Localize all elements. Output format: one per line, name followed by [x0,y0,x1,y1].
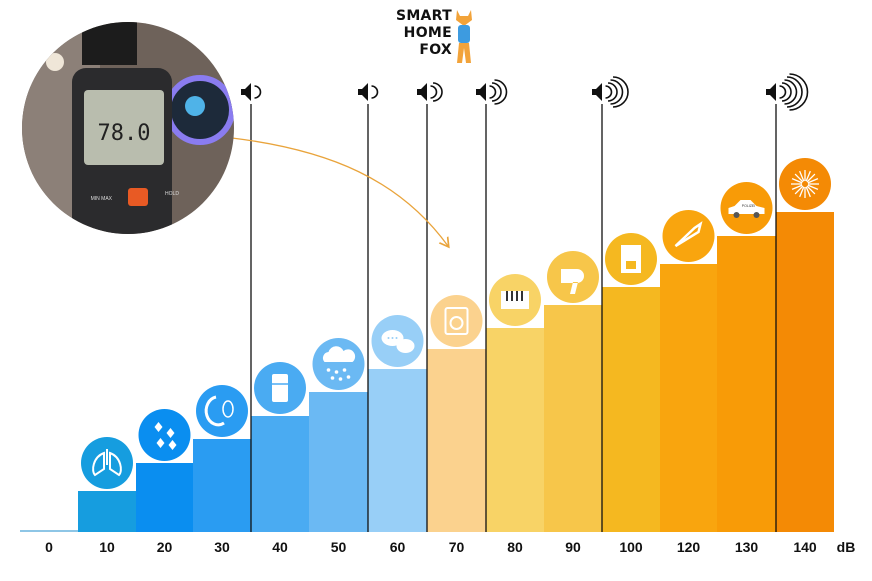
sound-meter-photo: 78.0 MIN MAX HOLD [22,22,234,234]
x-tick-label: 80 [507,539,523,555]
arrow-curve [231,137,448,246]
police-car-icon: POLIZEI [720,182,773,234]
icons-layer: POLIZEI [81,158,831,489]
piano-icon [489,274,541,326]
x-tick-label: 100 [619,539,643,555]
speaker-icon [417,82,443,102]
trumpet-icon [662,210,715,262]
x-tick-label: 50 [331,539,347,555]
unit-label: dB [837,539,856,555]
meter-minmax-label: MIN MAX [91,196,113,202]
speaker-icon [241,83,262,101]
speaker-icon [476,79,508,105]
fox-mascot-icon [456,10,472,63]
coffee-machine-icon [605,233,657,285]
smart-home-fox-logo: SMART HOME FOX [386,8,476,66]
x-tick-label: 20 [157,539,173,555]
chat-bubbles-icon [371,315,424,367]
x-tick-label: 140 [793,539,817,555]
fridge-icon [254,362,306,414]
meter-reading: 78.0 [98,121,151,146]
lungs-icon [81,437,133,489]
x-tick-label: 30 [214,539,230,555]
police-car-text: POLIZEI [742,204,755,208]
fireworks-icon [779,158,831,210]
bar-100db [602,287,660,532]
bar-40db [251,416,309,532]
whisper-icon [196,385,248,437]
bar-20db [136,463,193,532]
bar-10db [78,491,136,532]
bar-90db [544,305,602,532]
bar-0db [20,530,78,532]
x-tick-label: 40 [272,539,288,555]
bar-80db [486,328,544,532]
x-tick-label: 120 [677,539,701,555]
washing-machine-icon [430,295,483,347]
bar-130db [717,236,776,532]
leaves-icon [138,409,191,461]
logo-line-1: SMART [395,8,452,24]
bar-120db [660,264,717,532]
bar-30db [193,439,251,532]
logo-line-3: FOX [419,42,452,58]
bar-50db [309,392,368,532]
x-tick-label: 130 [735,539,759,555]
x-tick-label: 10 [99,539,115,555]
bar-70db [427,349,486,532]
meter-hold-label: HOLD [165,191,179,197]
x-tick-label: 0 [45,539,53,555]
speaker-icon [358,83,379,101]
bar-140db [776,212,834,532]
logo-line-2: HOME [403,25,452,41]
rain-cloud-icon [312,338,365,390]
x-tick-label: 60 [390,539,406,555]
x-tick-label: 90 [565,539,581,555]
speaker-icon [766,73,809,111]
x-tick-label: 70 [449,539,465,555]
hair-dryer-icon [547,251,599,303]
bars-layer [20,212,834,532]
bar-60db [368,369,427,532]
divider-lines [241,73,809,532]
speaker-icon [592,76,629,108]
x-axis-labels: 0 10 20 30 40 50 60 70 80 90 100 120 130 140 dB [45,539,855,555]
